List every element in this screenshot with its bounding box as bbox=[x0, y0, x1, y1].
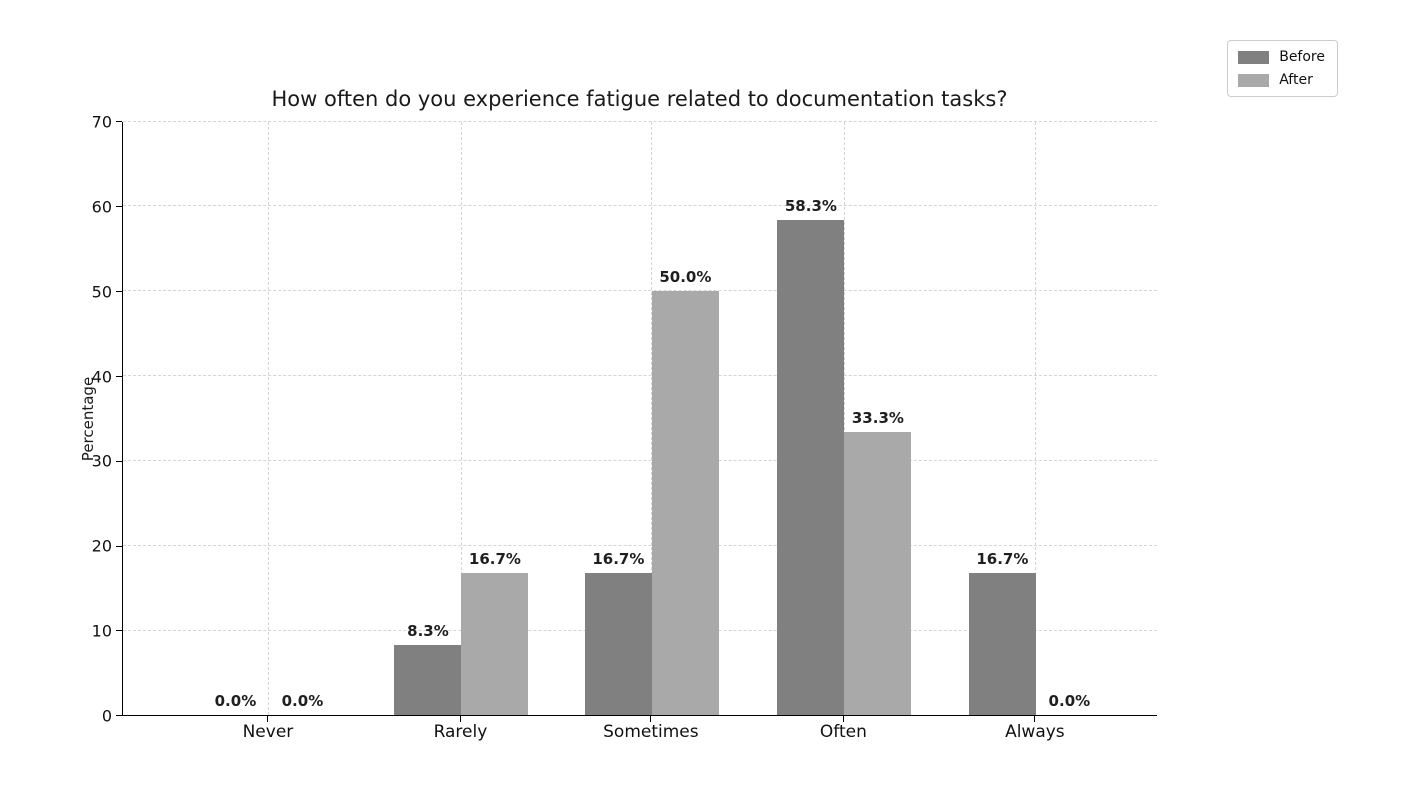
bar-before-rarely bbox=[394, 644, 462, 715]
y-tick-label: 40 bbox=[91, 367, 112, 387]
bar-before-often bbox=[777, 220, 845, 715]
bar-value-label: 33.3% bbox=[851, 409, 904, 428]
y-axis-label: Percentage bbox=[79, 376, 97, 462]
chart-title: How often do you experience fatigue rela… bbox=[271, 87, 1008, 111]
y-tick-label: 20 bbox=[91, 536, 112, 556]
y-tick-mark bbox=[116, 545, 122, 547]
y-tick-label: 30 bbox=[91, 451, 112, 471]
bar-value-label: 16.7% bbox=[592, 550, 645, 569]
legend-entry-after: After bbox=[1238, 72, 1325, 88]
x-tick-mark bbox=[459, 716, 461, 722]
bar-before-always bbox=[968, 573, 1036, 715]
horizontal-gridline bbox=[123, 290, 1157, 292]
x-tick-label-often: Often bbox=[819, 722, 867, 742]
y-tick-mark bbox=[116, 630, 122, 632]
y-tick-mark bbox=[116, 291, 122, 292]
bar-value-label: 0.0% bbox=[281, 692, 324, 710]
bar-value-label: 16.7% bbox=[976, 550, 1029, 569]
horizontal-gridline bbox=[123, 120, 1157, 122]
vertical-gridline bbox=[268, 122, 270, 715]
y-tick-mark bbox=[116, 375, 122, 377]
legend-label: Before bbox=[1279, 49, 1325, 65]
y-tick-mark bbox=[116, 460, 122, 462]
bar-value-label: 0.0% bbox=[214, 692, 257, 710]
y-tick-label: 70 bbox=[91, 112, 112, 132]
vertical-gridline bbox=[843, 122, 845, 715]
y-tick-label: 10 bbox=[91, 621, 112, 641]
y-tick-label: 50 bbox=[91, 282, 112, 302]
x-tick-label-always: Always bbox=[1005, 722, 1065, 742]
legend-swatch-after bbox=[1238, 73, 1270, 87]
y-tick-mark bbox=[116, 715, 122, 717]
bar-after-often bbox=[844, 432, 912, 715]
vertical-gridline bbox=[1035, 122, 1037, 715]
bar-value-label: 50.0% bbox=[659, 267, 712, 286]
horizontal-gridline bbox=[123, 459, 1157, 461]
y-tick-label: 60 bbox=[91, 197, 112, 217]
x-tick-mark bbox=[1034, 716, 1036, 722]
x-tick-label-sometimes: Sometimes bbox=[603, 722, 699, 742]
horizontal-gridline bbox=[123, 544, 1157, 546]
y-tick-mark bbox=[116, 121, 122, 123]
bar-value-label: 0.0% bbox=[1048, 692, 1091, 710]
x-tick-label-rarely: Rarely bbox=[433, 722, 488, 742]
legend: Before After bbox=[1227, 40, 1338, 97]
x-tick-mark bbox=[842, 716, 844, 722]
bar-after-sometimes bbox=[651, 290, 719, 715]
x-tick-label-never: Never bbox=[242, 722, 294, 742]
legend-label: After bbox=[1279, 72, 1313, 88]
bar-before-sometimes bbox=[584, 573, 652, 715]
y-tick-mark bbox=[116, 206, 122, 208]
y-tick-label: 0 bbox=[101, 706, 112, 726]
bar-value-label: 58.3% bbox=[784, 197, 837, 216]
horizontal-gridline bbox=[123, 375, 1157, 377]
plot-area: 0.0% 8.3% 16.7% 58.3% 16.7% 0.0% 16.7% 50.0% 33.… bbox=[122, 120, 1157, 716]
vertical-gridline bbox=[460, 122, 462, 715]
x-tick-mark bbox=[650, 716, 652, 722]
legend-swatch-before bbox=[1238, 50, 1270, 64]
bar-value-label: 8.3% bbox=[407, 621, 449, 640]
bar-after-rarely bbox=[461, 573, 529, 715]
bar-value-label: 16.7% bbox=[468, 550, 521, 569]
horizontal-gridline bbox=[123, 205, 1157, 207]
legend-entry-before: Before bbox=[1238, 49, 1325, 65]
x-tick-mark bbox=[267, 716, 269, 722]
